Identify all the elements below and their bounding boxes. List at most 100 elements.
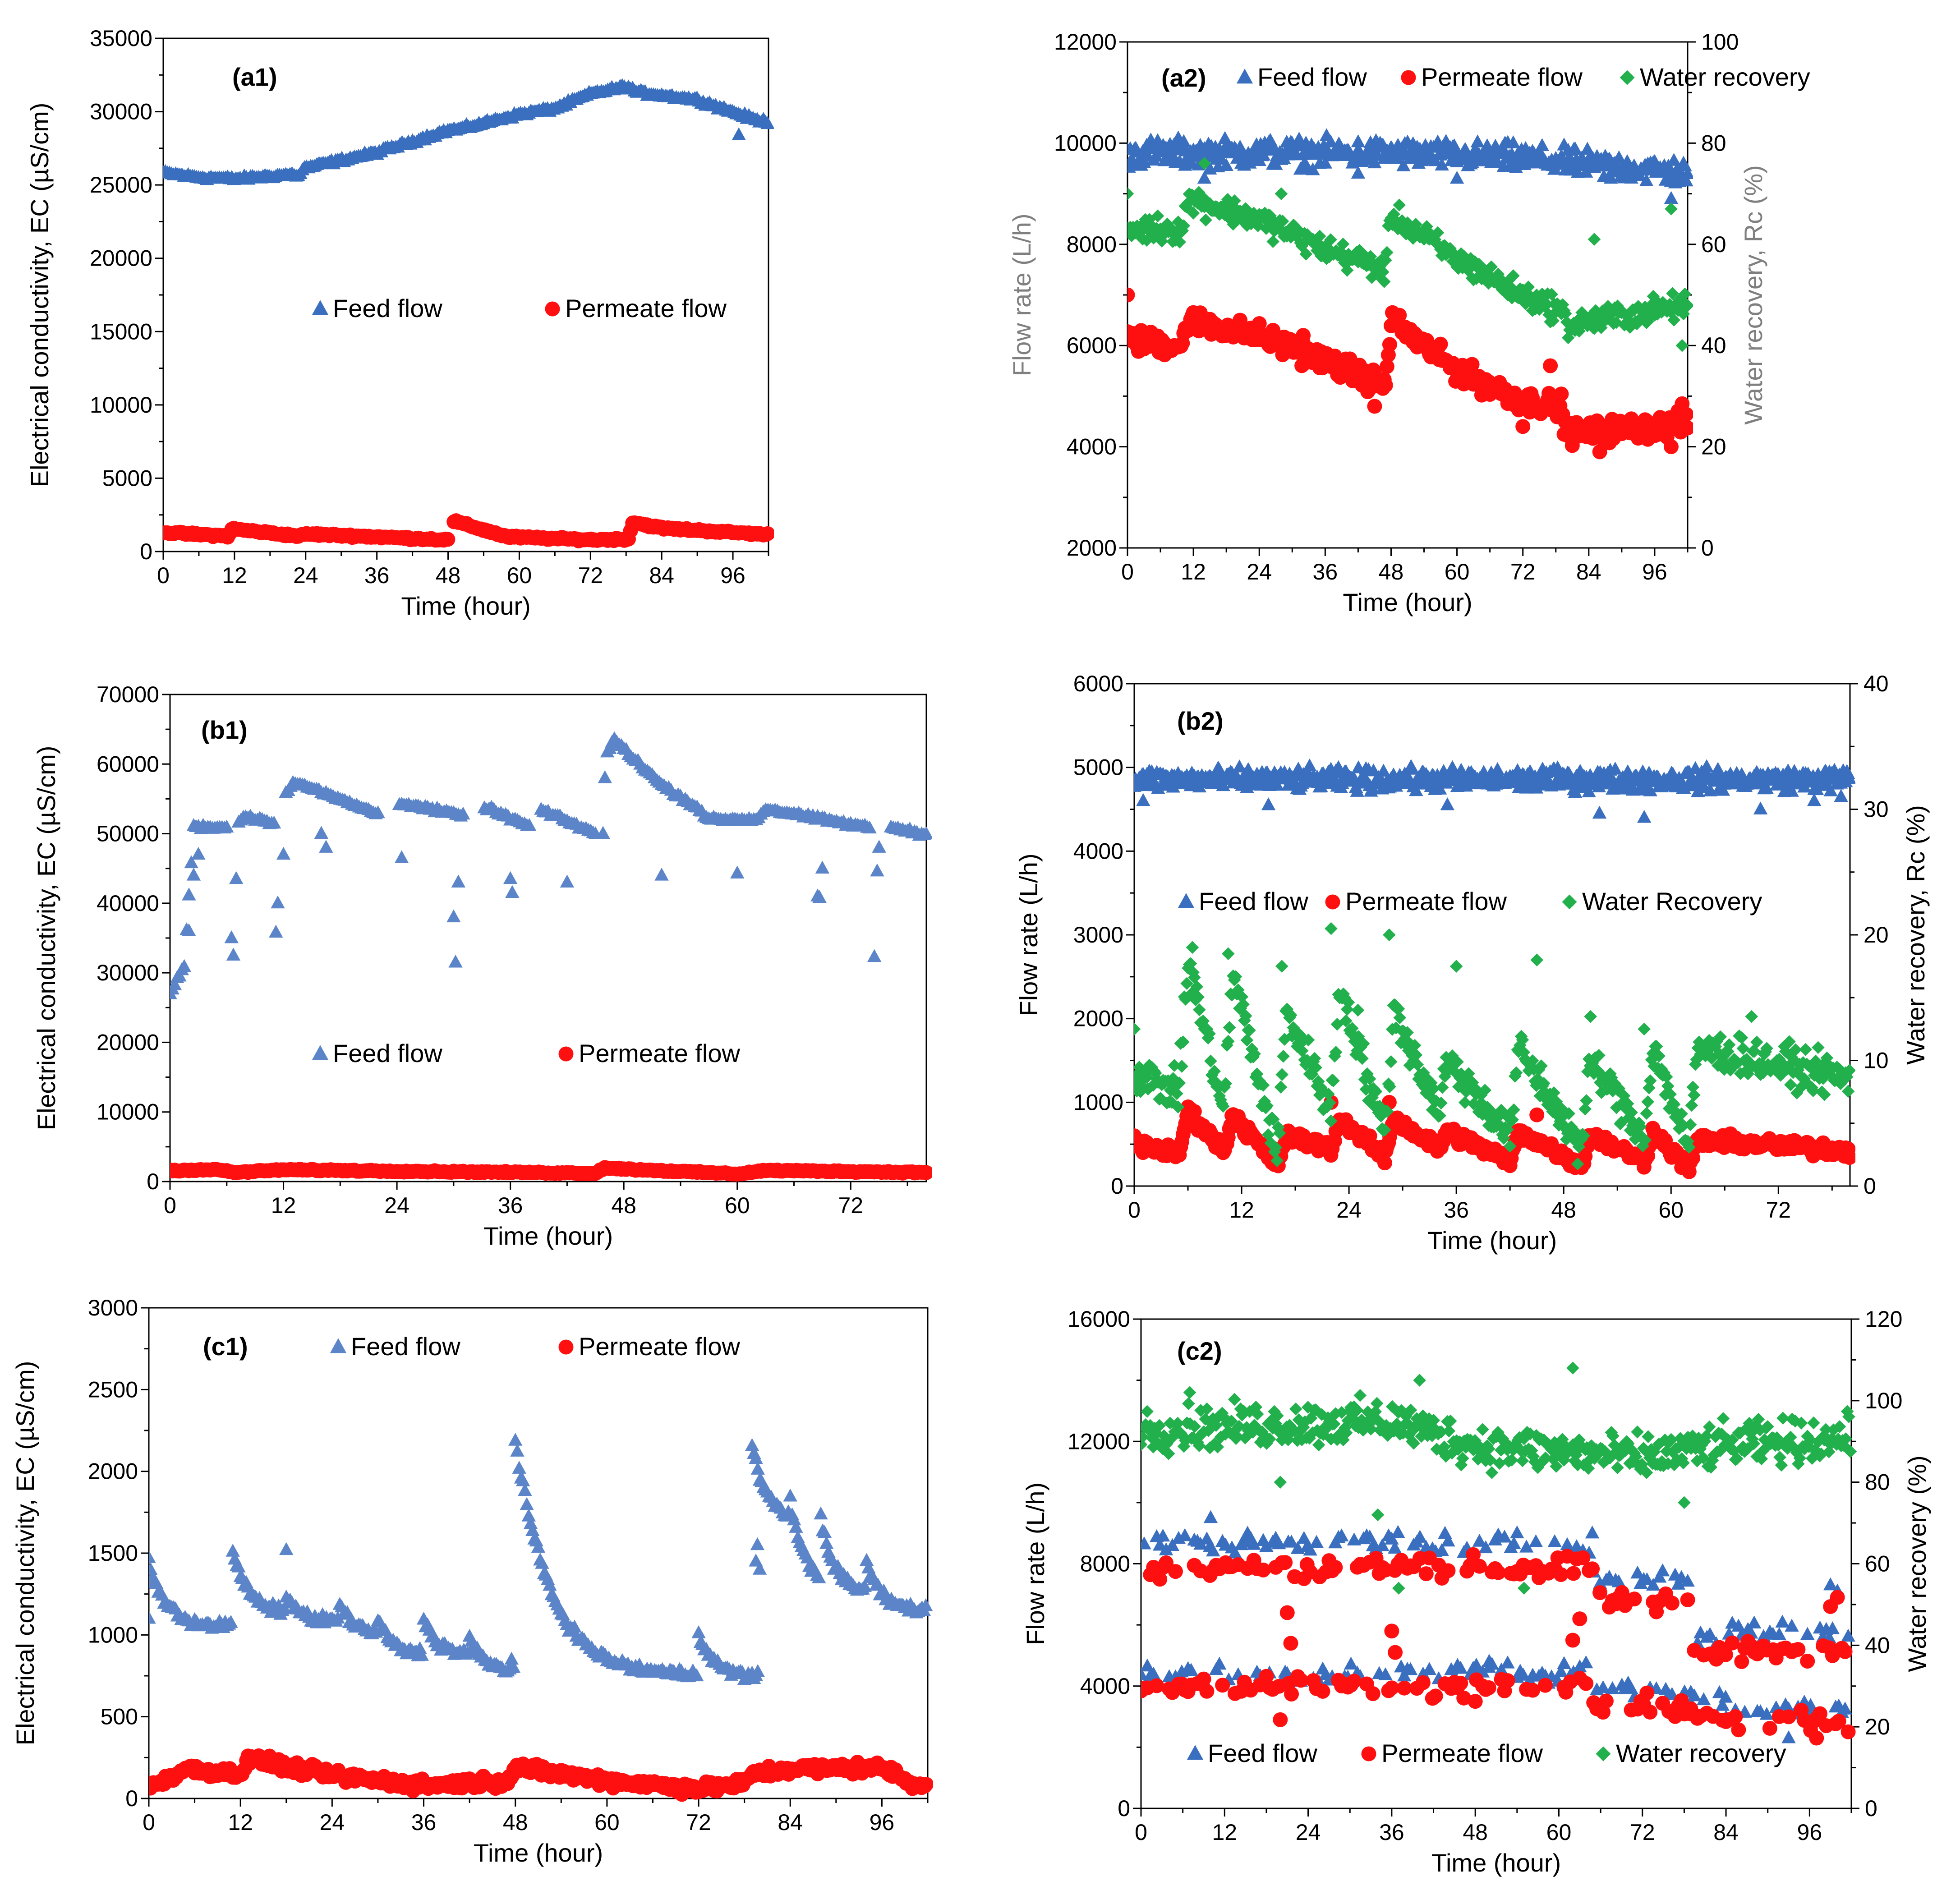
data-point bbox=[1783, 1035, 1796, 1049]
data-point bbox=[1646, 1047, 1660, 1060]
data-point bbox=[1322, 1087, 1335, 1101]
y-tick-label: 2500 bbox=[88, 1377, 138, 1402]
y-tick-label: 70000 bbox=[97, 682, 159, 707]
data-point bbox=[1171, 1100, 1185, 1114]
y-tick-label: 10000 bbox=[90, 392, 152, 418]
data-point bbox=[1269, 1141, 1283, 1154]
data-point bbox=[919, 1165, 932, 1180]
series-water-recovery bbox=[1134, 922, 1855, 1171]
data-point bbox=[1409, 1049, 1423, 1062]
data-point bbox=[1363, 1072, 1376, 1085]
x-tick-label: 12 bbox=[1181, 559, 1206, 584]
data-point bbox=[596, 826, 610, 839]
x-tick-label: 36 bbox=[498, 1193, 523, 1218]
data-point bbox=[1466, 1076, 1479, 1089]
data-point bbox=[859, 1553, 874, 1566]
plot-area bbox=[1127, 41, 1689, 549]
data-point bbox=[378, 1623, 393, 1636]
data-point bbox=[1378, 377, 1393, 393]
legend-label: Permeate flow bbox=[565, 294, 727, 322]
data-point bbox=[1184, 957, 1197, 970]
data-point bbox=[872, 840, 886, 853]
data-point bbox=[1192, 990, 1205, 1004]
data-point bbox=[1530, 953, 1543, 966]
legend-marker bbox=[1236, 69, 1253, 84]
data-point bbox=[1137, 219, 1150, 232]
data-point bbox=[1296, 328, 1311, 343]
data-point bbox=[1503, 1140, 1517, 1153]
data-point bbox=[1587, 233, 1601, 246]
data-point bbox=[919, 826, 932, 840]
data-point bbox=[1295, 1044, 1309, 1058]
data-point bbox=[1340, 1003, 1354, 1016]
data-point bbox=[1275, 187, 1288, 200]
data-point bbox=[1248, 1047, 1261, 1061]
x-axis-title: Time (hour) bbox=[1427, 1226, 1557, 1255]
data-point bbox=[1592, 805, 1607, 819]
data-point bbox=[1256, 1079, 1270, 1092]
data-point bbox=[1516, 1033, 1529, 1047]
data-point bbox=[510, 1444, 525, 1457]
x-tick-label: 60 bbox=[725, 1193, 750, 1218]
data-point bbox=[267, 815, 281, 829]
data-point bbox=[732, 127, 746, 141]
data-point bbox=[1731, 1056, 1744, 1069]
data-point bbox=[226, 947, 241, 961]
y-axis-title: Flow rate (L/h) bbox=[1008, 214, 1036, 377]
data-point bbox=[1311, 1075, 1325, 1088]
data-point bbox=[1292, 1036, 1305, 1050]
data-point bbox=[1181, 196, 1195, 210]
data-point bbox=[1509, 1066, 1523, 1080]
data-point bbox=[1423, 1090, 1436, 1103]
series-feed-flow bbox=[1127, 128, 1693, 204]
data-point bbox=[1533, 1089, 1547, 1103]
data-point bbox=[220, 819, 234, 833]
data-point bbox=[1318, 156, 1333, 169]
y-right-tick-label: 40 bbox=[1701, 333, 1726, 358]
data-point bbox=[149, 1610, 156, 1624]
series-permeate-flow bbox=[149, 1748, 933, 1802]
data-point bbox=[1193, 1003, 1206, 1016]
data-point bbox=[919, 1598, 933, 1611]
data-point bbox=[1574, 319, 1587, 332]
data-point bbox=[186, 867, 201, 881]
data-point bbox=[1351, 1003, 1365, 1017]
data-point bbox=[521, 1508, 536, 1522]
data-point bbox=[1647, 290, 1660, 303]
data-point bbox=[1578, 1102, 1592, 1116]
plot-area bbox=[169, 694, 927, 1182]
data-point bbox=[1321, 241, 1334, 254]
data-point bbox=[1379, 359, 1394, 374]
series-layer bbox=[163, 78, 774, 548]
data-point bbox=[1674, 299, 1688, 313]
data-point bbox=[451, 874, 466, 888]
data-point bbox=[1789, 1043, 1802, 1057]
data-point bbox=[800, 1550, 815, 1564]
data-point bbox=[1161, 1074, 1175, 1087]
data-point bbox=[1186, 941, 1199, 954]
data-point bbox=[1376, 763, 1391, 777]
panel-label: (b2) bbox=[1177, 707, 1224, 735]
chart-b1: 0 12 24 36 48 60 72010000200003000040000500006… bbox=[32, 682, 932, 1250]
data-point bbox=[1577, 1129, 1591, 1142]
data-point bbox=[1177, 219, 1191, 232]
data-point bbox=[783, 1488, 797, 1502]
data-point bbox=[1357, 248, 1370, 261]
x-tick-label: 36 bbox=[1444, 1197, 1469, 1223]
data-point bbox=[1457, 1071, 1470, 1085]
data-point bbox=[1366, 1091, 1379, 1104]
series-permeate-flow bbox=[1134, 1095, 1855, 1179]
data-point bbox=[1196, 191, 1210, 204]
data-point bbox=[1275, 1068, 1289, 1081]
data-point bbox=[1364, 250, 1377, 263]
data-point bbox=[1643, 1074, 1657, 1087]
data-point bbox=[1717, 1062, 1731, 1076]
data-point bbox=[1535, 138, 1550, 151]
data-point bbox=[1683, 1141, 1696, 1154]
data-point bbox=[191, 846, 206, 860]
data-point bbox=[1515, 419, 1531, 434]
data-point bbox=[1433, 1109, 1446, 1122]
data-point bbox=[531, 1540, 546, 1553]
data-point bbox=[1219, 1077, 1233, 1090]
